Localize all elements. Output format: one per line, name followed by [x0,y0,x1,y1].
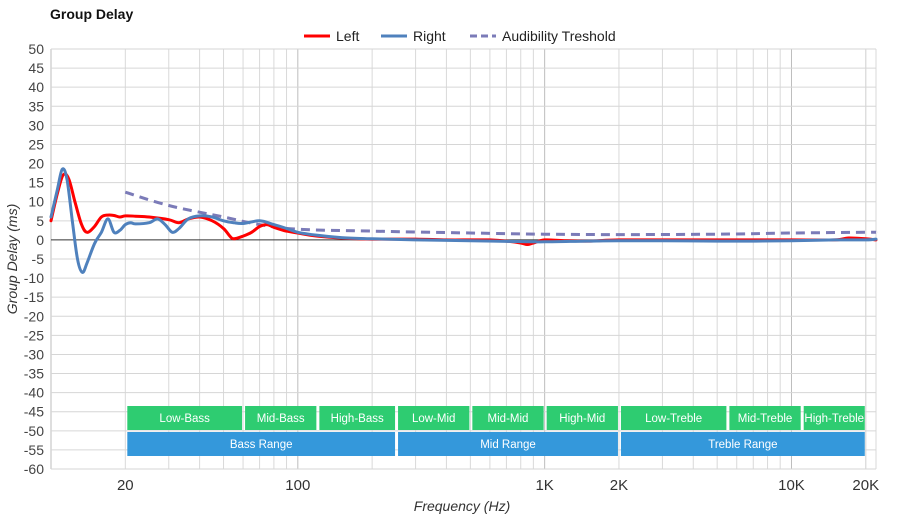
y-tick-label: -35 [24,366,44,382]
y-tick-label: -20 [24,308,44,324]
sub-range-band [398,406,470,430]
y-tick-label: 5 [36,213,44,229]
sub-range-band-label: Low-Treble [645,413,702,425]
sub-range-band-label: Mid-Mid [488,413,529,425]
y-tick-label: 50 [28,41,44,57]
sub-range-band-label: High-Mid [559,413,605,425]
x-tick-label: 10K [778,477,805,494]
legend: Left Right Audibility Treshold [304,28,616,44]
sub-range-band-label: High-Bass [331,413,384,425]
y-tick-label: -40 [24,385,44,401]
sub-range-band [319,406,396,430]
series-line-right [49,167,878,274]
x-tick-label: 100 [285,477,310,494]
sub-range-band [729,406,801,430]
sub-range-band [472,406,544,430]
y-tick-label: 0 [36,232,44,248]
main-range-band [620,432,865,456]
sub-range-band [546,406,618,430]
sub-range-band [245,406,317,430]
y-tick-label: 15 [28,175,44,191]
y-axis-title: Group Delay (ms) [4,204,20,314]
y-tick-label: 35 [28,98,44,114]
tick-labels: 50454035302520151050-5-10-15-20-25-30-35… [24,41,879,494]
y-tick-label: -55 [24,442,44,458]
y-tick-label: 40 [28,79,44,95]
y-tick-label: -15 [24,289,44,305]
frequency-range-bands: Low-Bass Mid-Bass High-Bass Low-Mid Mid-Mid H… [127,406,865,456]
series-layer [49,167,878,274]
legend-label-left: Left [336,28,359,44]
y-tick-label: 25 [28,136,44,152]
legend-label-right: Right [413,28,446,44]
sub-range-band [127,406,243,430]
y-tick-label: 30 [28,117,44,133]
sub-range-band-label: Low-Bass [159,413,210,425]
x-tick-label: 20K [852,477,879,494]
sub-range-band [803,406,865,430]
y-tick-label: -45 [24,404,44,420]
main-range-band-label: Treble Range [708,439,777,451]
x-tick-label: 20 [117,477,134,494]
series-line-audibility-treshold [124,190,878,237]
x-axis-title: Frequency (Hz) [414,498,510,514]
main-range-band-label: Mid Range [480,439,536,451]
chart-title: Group Delay [50,6,134,22]
sub-range-band-label: High-Treble [804,413,864,425]
y-tick-label: -10 [24,270,44,286]
x-tick-label: 1K [535,477,553,494]
y-tick-label: 45 [28,60,44,76]
y-tick-label: 10 [28,194,44,210]
y-tick-label: -50 [24,423,44,439]
legend-label-audibility-treshold: Audibility Treshold [502,28,616,44]
main-range-band [398,432,618,456]
sub-range-band-label: Low-Mid [412,413,455,425]
y-tick-label: -5 [32,251,45,267]
grid-layer [50,48,877,470]
main-range-band [127,432,396,456]
main-range-band-label: Bass Range [230,439,293,451]
x-tick-label: 2K [610,477,628,494]
y-tick-label: -60 [24,461,44,477]
y-tick-label: 20 [28,156,44,172]
sub-range-band-label: Mid-Bass [257,413,305,425]
sub-range-band [620,406,727,430]
y-tick-label: -30 [24,346,44,362]
sub-range-band-label: Mid-Treble [738,413,793,425]
y-tick-label: -25 [24,327,44,343]
